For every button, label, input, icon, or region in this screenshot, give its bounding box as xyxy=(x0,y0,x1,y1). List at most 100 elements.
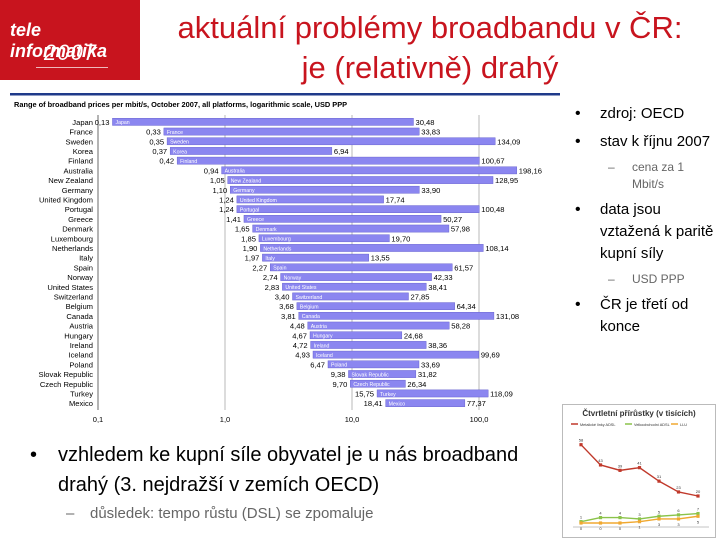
thumbnail-value-label: 3 xyxy=(658,522,661,527)
min-price-label: 2,74 xyxy=(263,273,278,282)
price-range-bar xyxy=(348,370,417,378)
min-price-label: 9,70 xyxy=(333,380,348,389)
price-range-bar xyxy=(236,205,480,213)
max-price-label: 118,09 xyxy=(490,389,513,398)
thumbnail-point xyxy=(637,517,642,521)
price-range-bar xyxy=(176,156,480,165)
price-range-bar xyxy=(296,302,455,310)
max-price-label: 128,95 xyxy=(495,176,518,185)
bullet-ppp-sub: USD PPP xyxy=(570,271,718,288)
slide-title: aktuální problémy broadbandu v ČR: je (r… xyxy=(150,8,710,88)
bar-country-label: Korea xyxy=(173,149,187,155)
price-range-bar xyxy=(327,360,420,369)
country-label: United Kingdom xyxy=(39,195,93,204)
side-bullets: zdroj: OECD stav k říjnu 2007 cena za 1 … xyxy=(570,103,718,344)
country-label: Finland xyxy=(68,157,93,166)
min-price-label: 1,24 xyxy=(219,205,234,214)
price-range-bar xyxy=(236,195,384,204)
thumbnail-value-label: 7 xyxy=(697,507,700,512)
bar-country-label: Slovak Republic xyxy=(351,372,389,378)
broadband-price-chart: Range of broadband prices per mbit/s, Oc… xyxy=(10,93,560,425)
country-label: New Zealand xyxy=(48,176,93,185)
bar-country-label: Netherlands xyxy=(263,246,291,252)
min-price-label: 1,97 xyxy=(245,254,260,263)
price-range-bar xyxy=(298,312,495,320)
min-price-label: 0,33 xyxy=(146,128,161,137)
chart-title: Range of broadband prices per mbit/s, Oc… xyxy=(14,100,347,109)
price-range-bar xyxy=(230,185,420,194)
bottom-bullets: vzhledem ke kupní síle obyvatel je u nás… xyxy=(28,440,558,526)
country-label: Hungary xyxy=(64,331,93,340)
thumbnail-value-label: 5 xyxy=(697,519,700,524)
thumbnail-value-label: 39 xyxy=(618,463,623,468)
min-price-label: 9,38 xyxy=(331,370,346,379)
thumbnail-point xyxy=(676,513,681,517)
country-label: Norway xyxy=(67,273,93,282)
price-range-bar xyxy=(221,166,517,175)
max-price-label: 198,16 xyxy=(519,166,542,175)
thumbnail-value-label: 4 xyxy=(599,511,602,516)
country-label: Portugal xyxy=(65,205,94,214)
price-range-bar xyxy=(312,350,480,359)
max-price-label: 61,57 xyxy=(454,263,473,272)
min-price-label: 4,48 xyxy=(290,322,305,331)
bullet-date-sub: cena za 1 Mbit/s xyxy=(570,159,718,193)
thumbnail-value-label: 3 xyxy=(677,522,680,527)
bar-country-label: Belgium xyxy=(300,304,319,310)
min-price-label: 0,13 xyxy=(95,118,110,127)
min-price-label: 15,75 xyxy=(355,389,374,398)
price-range-bar xyxy=(112,118,414,126)
country-label: Austria xyxy=(69,322,93,331)
min-price-label: 3,40 xyxy=(275,292,290,301)
price-range-bar xyxy=(243,215,442,223)
country-label: Denmark xyxy=(62,225,93,234)
min-price-label: 1,90 xyxy=(243,244,258,253)
country-label: Australia xyxy=(63,166,93,175)
price-range-bar xyxy=(385,399,466,407)
thumbnail-value-label: 23 xyxy=(676,485,681,490)
price-range-bar xyxy=(166,137,496,146)
thumbnail-point xyxy=(696,494,700,498)
bar-country-label: Iceland xyxy=(316,353,333,359)
min-price-label: 0,94 xyxy=(204,166,219,175)
min-price-label: 1,41 xyxy=(226,215,241,224)
bar-country-label: Greece xyxy=(247,217,264,223)
thumbnail-value-label: 5 xyxy=(658,509,661,514)
thumbnail-point xyxy=(637,466,642,470)
max-price-label: 6,94 xyxy=(334,147,349,156)
thumbnail-value-label: 3 xyxy=(638,512,641,517)
max-price-label: 33,90 xyxy=(421,186,440,195)
bar-country-label: France xyxy=(167,130,183,136)
max-price-label: 58,28 xyxy=(451,322,470,331)
min-price-label: 1,24 xyxy=(219,195,234,204)
bar-country-label: Mexico xyxy=(389,401,406,407)
min-price-label: 4,72 xyxy=(293,341,308,350)
min-price-label: 3,81 xyxy=(281,312,296,321)
max-price-label: 17,74 xyxy=(386,195,405,204)
bottom-bullet: vzhledem ke kupní síle obyvatel je u nás… xyxy=(28,440,558,500)
thumbnail-value-label: 6 xyxy=(677,508,680,513)
bullet-ppp: data jsou vztažená k paritě kupní síly xyxy=(570,199,718,265)
price-range-bar xyxy=(280,273,432,281)
min-price-label: 4,93 xyxy=(295,351,310,360)
bar-country-label: Hungary xyxy=(313,334,333,340)
thumbnail-value-label: 20 xyxy=(696,489,701,494)
max-price-label: 134,09 xyxy=(497,137,520,146)
country-label: Spain xyxy=(74,263,93,272)
country-label: Iceland xyxy=(69,351,94,360)
price-range-bar xyxy=(282,282,427,291)
thumbnail-point xyxy=(657,514,661,518)
bar-country-label: Germany xyxy=(233,188,255,194)
x-tick-label: 0,1 xyxy=(93,415,103,424)
price-range-bar xyxy=(310,341,427,349)
price-range-bar xyxy=(169,147,333,155)
bar-country-label: Italy xyxy=(265,256,275,262)
bar-country-label: Australia xyxy=(225,169,245,175)
bar-country-label: Sweden xyxy=(170,140,189,146)
thumbnail-point xyxy=(676,490,681,494)
thumbnail-value-label: 0 xyxy=(580,526,583,531)
thumbnail-title: Čtvrtletní přírůstky (v tisících) xyxy=(582,409,696,418)
max-price-label: 100,48 xyxy=(481,205,504,214)
bullet-date: stav k říjnu 2007 xyxy=(570,131,718,153)
max-price-label: 131,08 xyxy=(496,312,519,321)
